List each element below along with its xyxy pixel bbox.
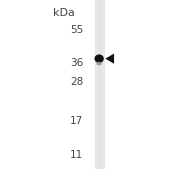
Bar [102,0,103,169]
Text: 17: 17 [70,116,83,126]
Bar [95,0,105,169]
Bar [103,0,104,169]
Bar [95,0,96,169]
Bar [97,0,98,169]
Bar [100,0,101,169]
Text: 11: 11 [70,150,83,160]
Bar [98,0,99,169]
Bar [96,0,97,169]
Bar [104,0,105,169]
Polygon shape [105,54,114,64]
Ellipse shape [97,62,101,65]
Text: kDa: kDa [53,8,75,18]
Text: 28: 28 [70,77,83,87]
Ellipse shape [95,55,103,62]
Text: 36: 36 [70,58,83,68]
Text: 55: 55 [70,25,83,35]
Bar [101,0,102,169]
Bar [99,0,100,169]
